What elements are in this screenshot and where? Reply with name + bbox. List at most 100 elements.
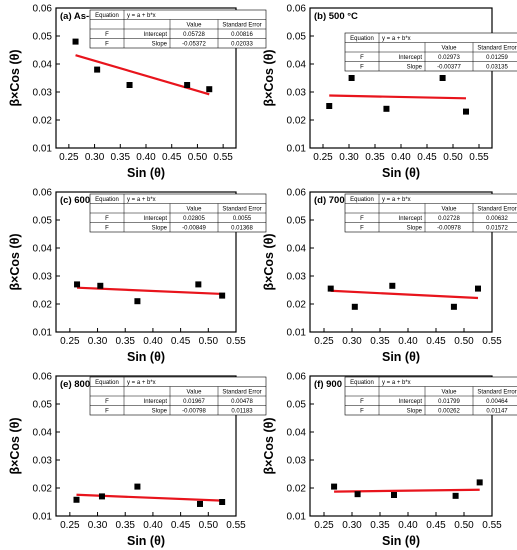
data-point <box>331 483 338 490</box>
x-tick-label: 0.55 <box>226 336 246 347</box>
y-tick-label: 0.03 <box>287 88 307 99</box>
fit-table-equation-label: Equation <box>350 197 374 203</box>
fit-table-value-header: Value <box>442 206 458 212</box>
y-tick-label: 0.02 <box>33 116 53 127</box>
data-point <box>126 82 133 88</box>
x-axis-title: Sin (θ) <box>382 350 420 364</box>
x-tick-label: 0.40 <box>391 152 411 163</box>
data-point <box>195 281 202 288</box>
x-tick-label: 0.35 <box>115 336 135 347</box>
fit-table-equation: y = a + b*x <box>382 36 411 42</box>
x-tick-label: 0.25 <box>60 336 80 347</box>
x-tick-label: 0.35 <box>115 520 135 531</box>
fit-table-name: Slope <box>152 41 168 47</box>
x-axis-title: Sin (θ) <box>127 350 165 364</box>
x-tick-label: 0.30 <box>85 152 105 163</box>
fit-table-value-header: Value <box>442 389 458 395</box>
fit-table: Equation y = a + b*x Value Standard Error F I… <box>89 376 267 416</box>
data-point <box>348 75 355 81</box>
x-tick-label: 0.30 <box>88 520 108 531</box>
x-tick-label: 0.30 <box>342 336 362 347</box>
x-tick-label: 0.45 <box>426 336 446 347</box>
x-tick-label: 0.45 <box>171 336 191 347</box>
x-tick-label: 0.25 <box>313 152 333 163</box>
y-tick-label: 0.02 <box>287 484 307 495</box>
fit-table-param: F <box>105 32 109 38</box>
y-tick-label: 0.01 <box>287 144 307 155</box>
fit-table-param: F <box>360 55 364 61</box>
fit-table-error: 0.00632 <box>486 216 508 222</box>
y-tick-label: 0.05 <box>33 32 53 43</box>
fit-table-error-header: Standard Error <box>477 389 516 395</box>
y-tick-label: 0.01 <box>33 512 53 523</box>
x-tick-label: 0.50 <box>454 336 474 347</box>
x-tick-label: 0.55 <box>482 336 502 347</box>
fit-table-equation-label: Equation <box>95 380 119 386</box>
y-tick-label: 0.02 <box>33 484 53 495</box>
x-axis-title: Sin (θ) <box>382 534 420 548</box>
fit-table-error: 0.01572 <box>486 225 508 231</box>
chart-panel-2: 0.25 0.30 0.35 0.40 0.45 0.50 0.55 0.01 0.02 0.03… <box>8 188 267 364</box>
y-axis-title: β×Cos (θ) <box>8 49 22 106</box>
x-tick-label: 0.25 <box>60 520 80 531</box>
y-tick-label: 0.04 <box>33 244 53 255</box>
x-tick-label: 0.45 <box>417 152 437 163</box>
fit-table-error-header: Standard Error <box>477 206 516 212</box>
y-tick-label: 0.04 <box>33 60 53 71</box>
fit-table-value-header: Value <box>187 389 203 395</box>
x-tick-label: 0.50 <box>188 152 208 163</box>
fit-table-value: -0.00849 <box>182 225 206 231</box>
x-tick-label: 0.50 <box>199 520 219 531</box>
data-point <box>354 491 361 498</box>
x-tick-label: 0.45 <box>426 520 446 531</box>
x-tick-label: 0.40 <box>398 336 418 347</box>
data-point <box>327 285 334 292</box>
x-tick-label: 0.30 <box>339 152 359 163</box>
y-tick-label: 0.03 <box>287 456 307 467</box>
chart-panel-4: 0.25 0.30 0.35 0.40 0.45 0.50 0.55 0.01 0.02 0.03… <box>8 372 267 548</box>
y-tick-label: 0.06 <box>33 4 53 15</box>
data-point <box>98 493 105 500</box>
y-tick-label: 0.01 <box>287 328 307 339</box>
x-tick-label: 0.55 <box>213 152 233 163</box>
data-point <box>475 285 481 292</box>
y-tick-label: 0.03 <box>287 272 307 283</box>
x-tick-label: 0.50 <box>454 520 474 531</box>
x-tick-label: 0.35 <box>370 520 390 531</box>
y-tick-label: 0.01 <box>33 328 53 339</box>
fit-table-error: 0.01183 <box>231 408 253 414</box>
fit-table-value: 0.02973 <box>438 55 460 61</box>
x-tick-label: 0.25 <box>59 152 79 163</box>
y-tick-label: 0.03 <box>33 456 53 467</box>
fit-table-error: 0.00478 <box>231 399 253 405</box>
fit-table: Equation y = a + b*x Value Standard Error F I… <box>344 32 517 72</box>
x-tick-label: 0.40 <box>143 520 163 531</box>
fit-table-error: 0.03135 <box>486 64 508 70</box>
y-tick-label: 0.06 <box>287 372 307 383</box>
x-tick-label: 0.45 <box>162 152 182 163</box>
data-point <box>450 303 457 310</box>
data-point <box>326 103 333 109</box>
fit-table-error: 0.01147 <box>486 408 508 414</box>
fit-table-param: F <box>360 408 364 414</box>
y-tick-label: 0.06 <box>287 188 307 199</box>
y-tick-label: 0.04 <box>287 428 307 439</box>
panel-label: (d) 700 °C <box>314 195 358 206</box>
fit-table-value: 0.02728 <box>438 216 460 222</box>
fit-table-name: Intercept <box>144 216 168 222</box>
fit-table-error-header: Standard Error <box>477 45 516 51</box>
data-point <box>134 298 141 305</box>
x-axis-title: Sin (θ) <box>127 166 165 180</box>
data-point <box>97 282 104 289</box>
data-point <box>94 66 101 73</box>
y-axis-title: β×Cos (θ) <box>262 49 276 106</box>
fit-table-name: Intercept <box>144 32 168 38</box>
data-point <box>439 75 446 81</box>
fit-table-param: F <box>360 399 364 405</box>
data-point <box>134 483 141 490</box>
fit-table-error: 0.02033 <box>231 41 253 47</box>
fit-table-error-header: Standard Error <box>222 389 261 395</box>
fit-table-param: F <box>105 399 109 405</box>
fit-table-name: Intercept <box>144 399 168 405</box>
x-tick-label: 0.35 <box>370 336 390 347</box>
